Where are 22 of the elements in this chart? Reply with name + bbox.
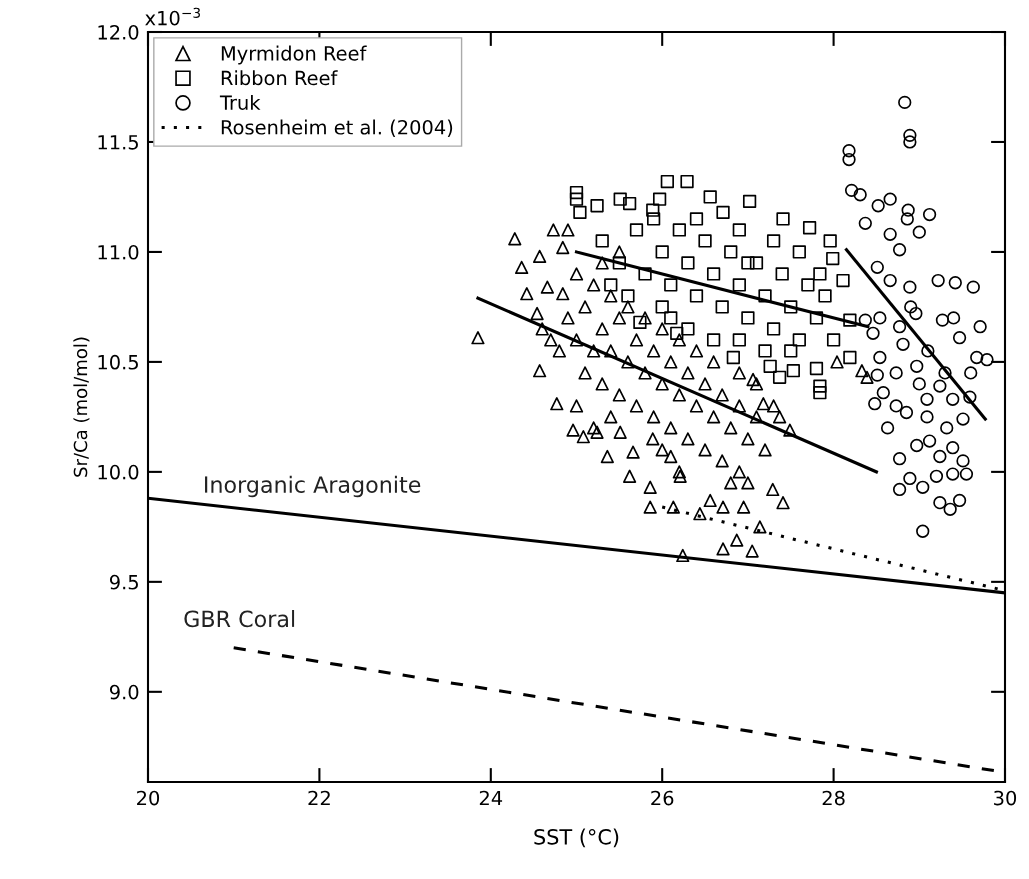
y-tick-label: 11.5 (98, 135, 138, 150)
x-tick-label: 22 (308, 790, 330, 806)
y-axis-title: Sr/Ca (mol/mol) (73, 337, 90, 477)
x-tick-label: 20 (137, 790, 160, 806)
legend-label: Rosenheim et al. (2004) (221, 119, 453, 137)
legend-label: Truk (219, 94, 261, 110)
legend-label: Ribbon Reef (221, 70, 338, 86)
x-tick-label: 26 (651, 790, 674, 806)
text: x10$^{−3}$ (145, 7, 200, 26)
y-tick-label: 10.5 (98, 354, 138, 370)
x-tick-label: 28 (822, 790, 845, 806)
y-tick-label: 11.0 (98, 244, 139, 260)
legend-label: Myrmidon Reef (221, 45, 367, 65)
y-tick-label: 9.0 (109, 684, 139, 700)
annotation: Inorganic Aragonite (205, 475, 421, 498)
x-tick-label: 30 (994, 790, 1017, 806)
y-tick-label: 12.0 (98, 24, 139, 40)
x-axis-title: SST (°C) (534, 828, 619, 848)
x-tick-label: 24 (479, 790, 503, 806)
y-tick-label: 9.5 (109, 574, 138, 590)
y-tick-label: 10.0 (98, 464, 139, 480)
annotation: GBR Coral (184, 610, 295, 628)
